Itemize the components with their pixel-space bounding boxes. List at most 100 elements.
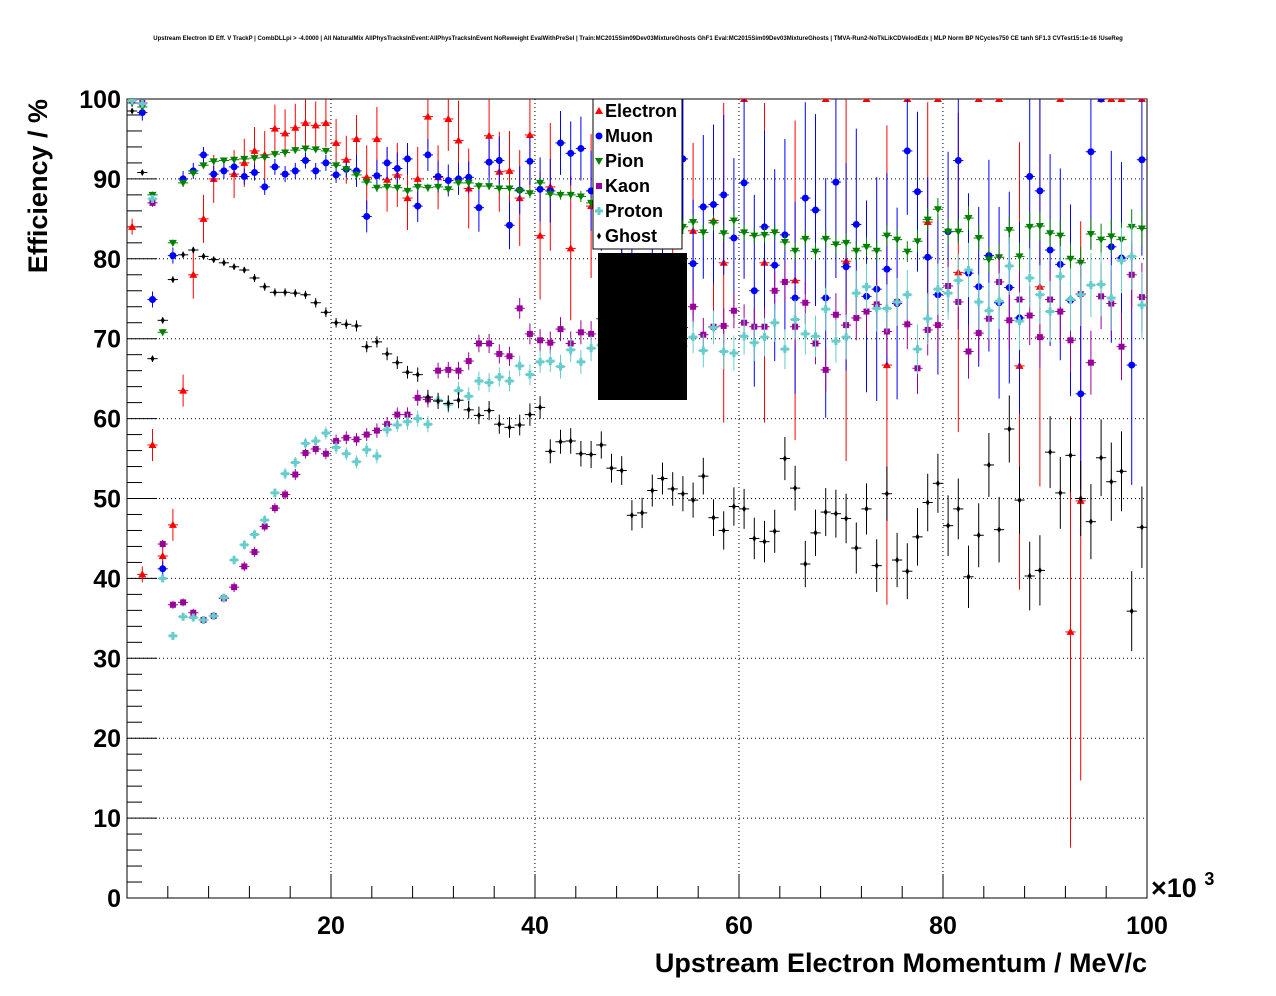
proton-point (137, 99, 148, 108)
proton-marker (760, 333, 769, 342)
proton-point (331, 440, 342, 454)
kaon-point (963, 324, 974, 379)
ghost-marker (823, 508, 828, 516)
pion-point (728, 212, 739, 229)
proton-point (249, 529, 260, 540)
ghost-point (484, 401, 495, 421)
x-axis-title: Upstream Electron Momentum / MeV/c (655, 948, 1147, 978)
ghost-point (290, 289, 301, 298)
muon-marker (1077, 390, 1085, 398)
kaon-marker (414, 394, 421, 401)
ghost-point (1116, 431, 1127, 512)
pion-point (524, 188, 535, 199)
ghost-point (463, 401, 474, 419)
pion-point (739, 224, 750, 241)
pion-point (912, 230, 923, 253)
pion-marker (168, 239, 177, 247)
ghost-point (514, 414, 525, 436)
ghost-point (698, 457, 709, 495)
kaon-marker (1036, 334, 1043, 341)
ghost-point (647, 474, 658, 507)
pion-marker (811, 248, 820, 256)
ghost-marker (986, 461, 991, 469)
muon-point (902, 99, 913, 215)
proton-point (269, 488, 280, 498)
proton-marker (1066, 295, 1075, 304)
ghost-marker (1139, 523, 1144, 531)
proton-point (1055, 246, 1066, 307)
electron-point (1178, 95, 1188, 102)
ghost-point (596, 431, 607, 459)
proton-point (504, 370, 515, 392)
electron-marker (862, 99, 871, 102)
ghost-marker (1160, 528, 1164, 535)
muon-point (382, 146, 393, 179)
muon-marker (322, 159, 330, 167)
electron-marker (168, 520, 177, 528)
muon-marker (791, 294, 799, 302)
kaon-marker (373, 427, 380, 434)
pion-point (708, 214, 719, 231)
pion-marker (372, 184, 381, 192)
muon-marker (383, 159, 391, 167)
ghost-marker (385, 350, 390, 358)
pion-marker (281, 149, 290, 157)
proton-marker (831, 337, 840, 346)
pion-point (892, 229, 903, 251)
kaon-marker (832, 311, 839, 318)
ghost-marker (619, 467, 624, 475)
proton-marker (862, 282, 871, 291)
muon-marker (291, 167, 299, 175)
proton-point (555, 354, 566, 379)
proton-point (524, 364, 535, 386)
pion-point (1096, 223, 1107, 256)
pion-point (280, 149, 291, 157)
proton-marker (923, 314, 932, 323)
electron-point (280, 109, 291, 158)
proton-marker (719, 347, 728, 356)
muon-point (790, 202, 801, 394)
legend-pion-icon (595, 158, 603, 165)
pion-point (555, 190, 566, 200)
proton-point (881, 284, 892, 333)
proton-point (422, 416, 433, 433)
electron-marker (505, 166, 514, 174)
kaon-point (463, 352, 474, 370)
ghost-marker (405, 368, 410, 376)
pion-marker (1035, 223, 1044, 231)
pion-marker (801, 235, 810, 243)
pion-point (473, 182, 484, 191)
proton-marker (882, 304, 891, 313)
muon-marker (312, 167, 320, 175)
ghost-point (198, 252, 209, 260)
kaon-point (1116, 313, 1127, 381)
ghost-marker (252, 274, 257, 282)
electron-marker (1117, 99, 1126, 102)
electron-point (1157, 95, 1167, 102)
ghost-marker (283, 288, 288, 296)
proton-point (902, 269, 913, 320)
electron-marker (485, 131, 494, 139)
proton-point (1096, 252, 1107, 317)
pion-point (841, 233, 852, 253)
muon-marker (251, 169, 258, 177)
pion-marker (903, 248, 912, 256)
ghost-marker (303, 291, 308, 299)
muon-marker (444, 176, 452, 184)
muon-marker (1046, 246, 1054, 254)
muon-point (1096, 99, 1107, 103)
ghost-marker (1150, 549, 1154, 556)
proton-point (473, 371, 484, 391)
ghost-marker (456, 396, 461, 404)
ghost-marker (323, 308, 328, 316)
electron-point (290, 103, 301, 152)
muon-marker (567, 149, 575, 157)
ghost-marker (701, 472, 706, 480)
pion-marker (882, 232, 891, 240)
pion-point (504, 183, 515, 194)
proton-marker (495, 373, 504, 382)
electron-point (188, 250, 199, 299)
muon-marker (954, 157, 962, 165)
pion-marker (515, 187, 524, 195)
kaon-marker (292, 471, 299, 478)
